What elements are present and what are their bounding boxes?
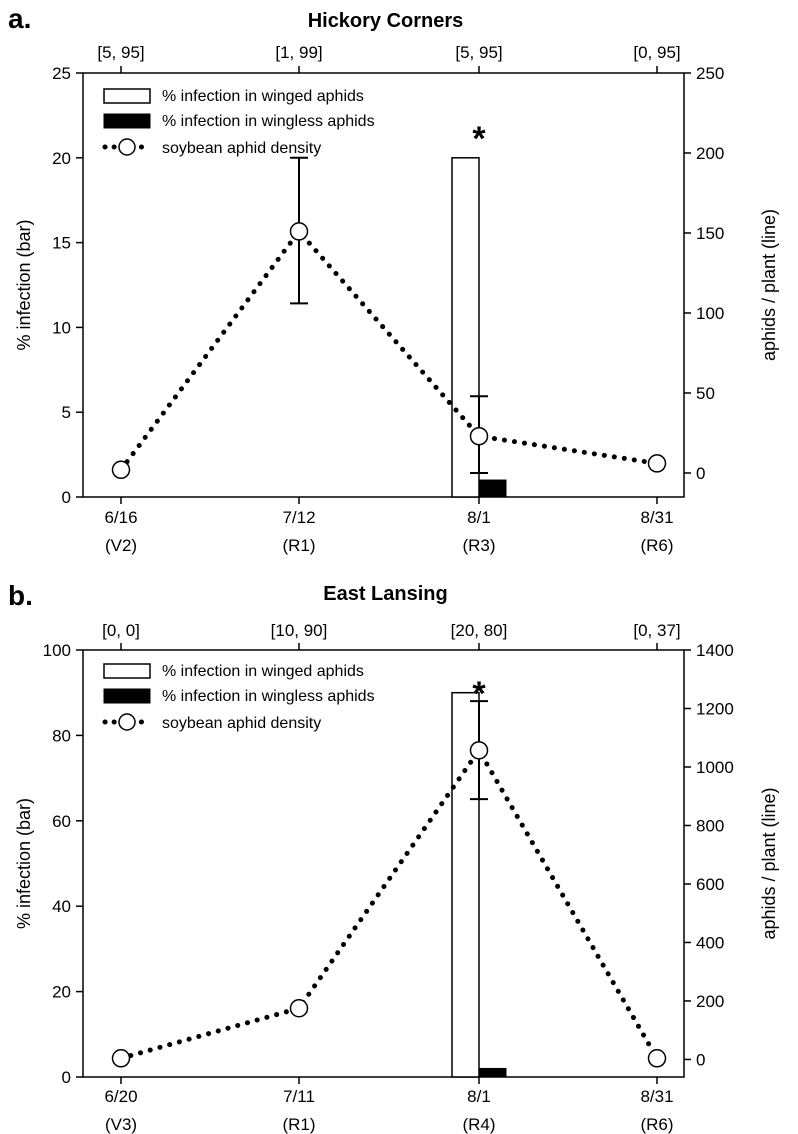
left-axis-tick-label: 40 (52, 897, 71, 916)
left-axis-tick-label: 0 (62, 1068, 71, 1087)
legend-swatch-winged (103, 88, 151, 104)
left-axis-tick-label: 0 (62, 488, 71, 507)
right-axis-tick-label: 1000 (696, 758, 734, 777)
legend-swatch-winged (103, 663, 151, 679)
right-axis-tick-label: 1200 (696, 699, 734, 718)
x-axis-stage-label: (R6) (640, 1115, 673, 1134)
x-axis-date-label: 8/31 (640, 508, 673, 527)
right-axis-tick-label: 200 (696, 992, 724, 1011)
panel-letter: b. (8, 580, 33, 611)
legend-label-wingless: % infection in wingless aphids (162, 113, 375, 130)
density-point (111, 1049, 131, 1068)
top-interval-label: [5, 95] (97, 43, 144, 62)
bar-winged (451, 157, 480, 498)
plot-frame (82, 649, 685, 1078)
left-axis-tick-label: 15 (52, 234, 71, 253)
x-axis-date-label: 7/12 (282, 508, 315, 527)
legend-label-winged: % infection in winged aphids (162, 663, 364, 680)
density-point (647, 454, 667, 473)
legend-label-wingless: % infection in wingless aphids (162, 688, 375, 705)
left-axis-tick-label: 5 (62, 403, 71, 422)
density-point (111, 460, 131, 480)
right-axis-tick-label: 800 (696, 816, 724, 835)
x-axis-stage-label: (R4) (462, 1115, 495, 1134)
right-axis-label: aphids / plant (line) (759, 787, 779, 939)
right-axis-tick-label: 1400 (696, 641, 734, 660)
density-point (469, 741, 489, 760)
density-point (289, 222, 309, 241)
x-axis-date-label: 6/16 (104, 508, 137, 527)
left-axis-tick-label: 60 (52, 812, 71, 831)
top-interval-label: [0, 37] (633, 621, 680, 640)
x-axis-stage-label: (R1) (282, 536, 315, 555)
right-axis-tick-label: 100 (696, 304, 724, 323)
left-axis-tick-label: 20 (52, 983, 71, 1002)
right-axis-tick-label: 150 (696, 224, 724, 243)
left-axis-tick-label: 100 (43, 641, 71, 660)
plot-frame (82, 72, 685, 498)
legend-swatch-wingless (103, 688, 151, 704)
legend-swatch-density-marker (118, 713, 136, 731)
top-interval-label: [20, 80] (451, 621, 508, 640)
chart-title: Hickory Corners (308, 10, 464, 32)
x-axis-date-label: 8/31 (640, 1087, 673, 1106)
top-interval-label: [0, 0] (102, 621, 140, 640)
right-axis-label: aphids / plant (line) (759, 209, 779, 361)
chart-title: East Lansing (323, 583, 447, 605)
left-axis-tick-label: 25 (52, 64, 71, 83)
density-point (647, 1049, 667, 1068)
right-axis-tick-label: 200 (696, 144, 724, 163)
x-axis-stage-label: (R6) (640, 536, 673, 555)
left-axis-label: % infection (bar) (14, 798, 34, 929)
panel-letter: a. (8, 3, 31, 34)
bar-wingless (478, 479, 507, 498)
x-axis-stage-label: (R1) (282, 1115, 315, 1134)
left-axis-tick-label: 10 (52, 318, 71, 337)
right-axis-tick-label: 50 (696, 384, 715, 403)
x-axis-stage-label: (V3) (105, 1115, 137, 1134)
density-line (118, 227, 660, 473)
density-point (289, 999, 309, 1018)
x-axis-date-label: 7/11 (283, 1087, 315, 1106)
right-axis-tick-label: 0 (696, 464, 705, 483)
density-point (469, 426, 489, 446)
density-line (118, 745, 660, 1061)
legend-label-winged: % infection in winged aphids (162, 88, 364, 105)
right-axis-tick-label: 600 (696, 875, 724, 894)
top-interval-label: [5, 95] (455, 43, 502, 62)
legend-label-density: soybean aphid density (162, 140, 321, 157)
legend-label-density: soybean aphid density (162, 715, 321, 732)
significance-star: * (472, 675, 486, 713)
top-interval-label: [0, 95] (633, 43, 680, 62)
left-axis-label: % infection (bar) (14, 219, 34, 350)
x-axis-date-label: 8/1 (467, 508, 491, 527)
x-axis-date-label: 6/20 (104, 1087, 137, 1106)
top-interval-label: [1, 99] (275, 43, 322, 62)
left-axis-tick-label: 20 (52, 149, 71, 168)
bar-wingless (478, 1067, 507, 1078)
x-axis-date-label: 8/1 (467, 1087, 491, 1106)
top-interval-label: [10, 90] (271, 621, 328, 640)
x-axis-stage-label: (R3) (462, 536, 495, 555)
right-axis-tick-label: 0 (696, 1050, 705, 1069)
right-axis-tick-label: 250 (696, 64, 724, 83)
right-axis-tick-label: 400 (696, 933, 724, 952)
legend-swatch-wingless (103, 113, 151, 129)
significance-star: * (472, 120, 486, 158)
legend-swatch-density-marker (118, 138, 136, 156)
x-axis-stage-label: (V2) (105, 536, 137, 555)
left-axis-tick-label: 80 (52, 726, 71, 745)
